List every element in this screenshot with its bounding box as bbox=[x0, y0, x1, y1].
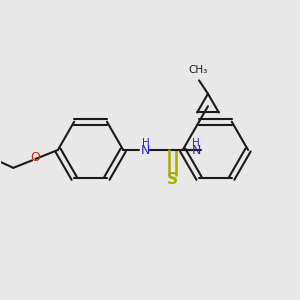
Text: H: H bbox=[192, 138, 200, 148]
Text: CH₃: CH₃ bbox=[188, 65, 207, 75]
Text: O: O bbox=[30, 151, 40, 164]
Text: H: H bbox=[142, 138, 149, 148]
Text: N: N bbox=[141, 144, 150, 157]
Text: N: N bbox=[191, 144, 201, 157]
Text: S: S bbox=[167, 172, 178, 187]
